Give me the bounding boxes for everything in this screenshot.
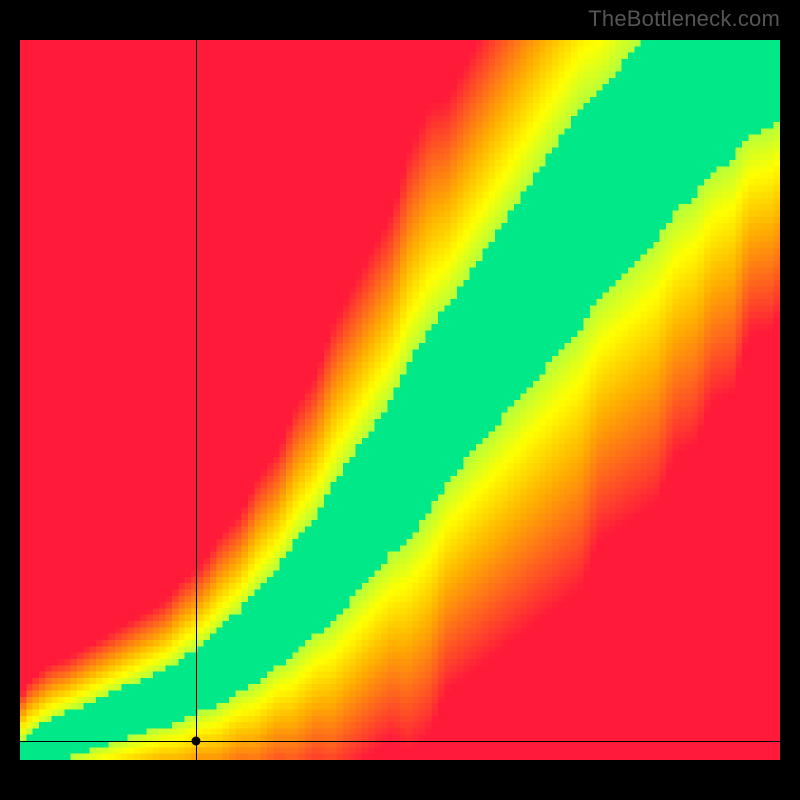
- watermark-text: TheBottleneck.com: [588, 6, 780, 32]
- heatmap-canvas: [20, 40, 780, 760]
- bottleneck-heatmap: [20, 40, 780, 760]
